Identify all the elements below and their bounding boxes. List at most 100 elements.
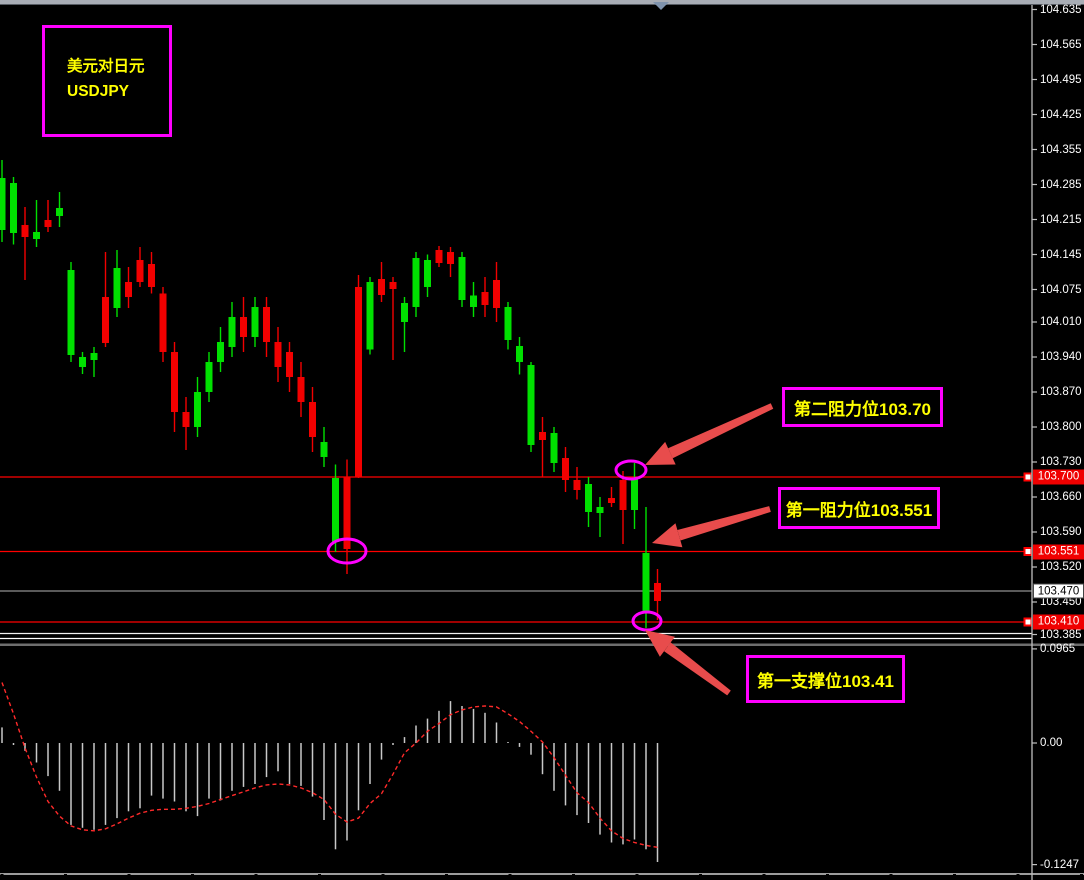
candle-body [585,484,592,512]
candle-body [504,307,512,340]
candle-body [458,257,466,300]
price-tick-label: 104.285 [1040,178,1082,191]
candle-body [240,317,247,337]
price-tick-label: 104.425 [1040,108,1082,121]
price-badge-103.551: 103.551 [1033,544,1084,559]
candle-body [527,365,535,445]
price-tick-label: 103.730 [1040,456,1082,468]
indicator-tick-label: 0.00 [1040,737,1063,749]
arrow-support1[interactable] [664,642,731,696]
candle-body [516,346,523,362]
candle-body [113,268,121,308]
candle-body [332,478,339,542]
candles-layer [0,160,661,628]
candle-body [355,287,362,477]
candle-body [539,432,546,440]
candle-body [562,458,569,480]
price-tick-label: 103.590 [1040,526,1082,538]
price-tick-label: 104.355 [1040,143,1082,156]
candle-body [343,477,351,549]
price-tick-label: 103.800 [1040,421,1082,433]
candle-body [274,342,282,367]
candle-body [435,250,443,263]
indicator-tick-label: -0.1247 [1040,858,1080,871]
candle-body [171,352,178,412]
candle-body [654,583,661,601]
candle-body [596,507,604,513]
resistance1-line-handle[interactable] [1023,547,1033,556]
arrow-resistance1-head[interactable] [652,523,683,548]
resistance2-line-handle[interactable] [1023,472,1033,482]
annotation-resistance1[interactable]: 第一阻力位103.551 [778,487,940,529]
osma-signal-line [1,682,658,848]
ellipse-resistance2-test[interactable] [614,459,648,481]
candle-body [320,442,328,457]
candle-body [251,307,259,337]
chart-shift-triangle-icon[interactable] [653,2,669,10]
price-tick-label: 104.635 [1040,3,1082,16]
pane-separator[interactable] [0,643,1084,647]
candle-body [493,280,500,308]
price-badge-103.470: 103.470 [1033,583,1084,599]
candle-body [67,270,75,355]
candle-body [309,402,316,437]
candle-body [21,225,29,237]
candle-body [412,258,420,307]
candle-body [205,362,213,392]
annotation-support1[interactable]: 第一支撑位103.41 [746,655,905,703]
price-tick-label: 104.215 [1040,213,1082,226]
price-badge-103.410: 103.410 [1033,614,1084,630]
candle-body [573,480,581,490]
candle-body [10,183,17,233]
price-tick-label: 103.520 [1040,561,1082,573]
candle-body [44,220,52,227]
candle-body [33,232,40,239]
arrow-resistance1[interactable] [677,506,771,541]
symbol-title-box[interactable]: 美元对日元 USDJPY [42,25,172,137]
candle-body [79,357,86,367]
candle-body [470,295,477,307]
arrow-resistance2[interactable] [668,403,774,459]
price-badge-103.700: 103.700 [1033,469,1084,485]
candle-body [424,260,431,287]
candle-body [148,264,155,287]
price-tick-label: 103.385 [1040,628,1082,641]
candle-body [136,260,144,282]
annotation-support1-label: 第一支撑位103.41 [757,671,894,691]
symbol-title-cn: 美元对日元 [67,58,145,75]
candle-body [159,293,167,352]
candle-body [378,279,385,295]
support1-line-handle[interactable] [1023,617,1033,627]
candle-body [481,292,489,305]
candle-body [217,342,224,362]
ellipse-support-test[interactable] [326,537,368,565]
arrow-resistance2-head[interactable] [645,441,676,465]
arrow-support1-head[interactable] [645,630,675,657]
price-tick-label: 103.870 [1040,386,1082,398]
ellipse-support1-test[interactable] [631,610,663,632]
annotation-resistance1-label: 第一阻力位103.551 [785,500,933,520]
candle-body [608,498,615,503]
price-tick-label: 104.495 [1040,73,1082,86]
indicator-tick-label: 0.0965 [1040,642,1076,655]
annotation-resistance2-label: 第二阻力位103.70 [794,399,931,419]
candle-body [401,303,408,322]
top-strip [0,0,1084,4]
candle-body [90,353,98,360]
candle-body [125,282,132,297]
price-tick-label: 104.010 [1040,316,1082,328]
annotation-resistance2[interactable]: 第二阻力位103.70 [782,387,943,427]
candle-body [642,553,650,613]
candle-body [389,282,397,289]
osma-histogram [1,701,659,862]
price-tick-label: 103.940 [1040,351,1082,363]
candle-body [286,352,293,377]
price-tick-label: 103.660 [1040,491,1082,503]
candle-body [297,377,305,402]
candle-body [631,478,638,510]
candle-body [102,297,109,343]
candle-body [263,307,270,342]
candle-body [228,317,236,347]
